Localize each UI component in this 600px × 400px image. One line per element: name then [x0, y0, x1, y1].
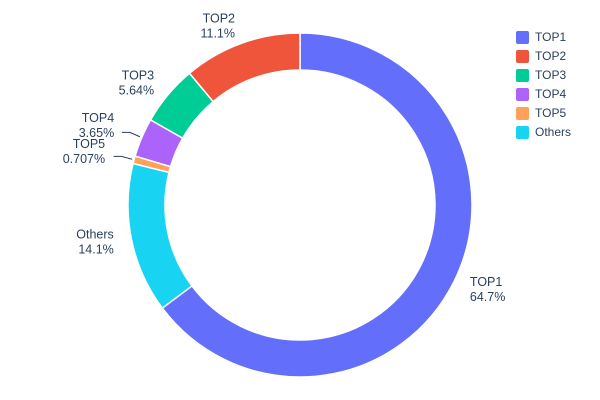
legend-label: Others [535, 125, 572, 139]
legend-item-others[interactable]: Others [516, 123, 571, 142]
label-leader-line [113, 155, 133, 160]
pie-slice-top2[interactable] [188, 32, 301, 103]
legend-label: TOP5 [535, 106, 567, 120]
legend: TOP1 TOP2 TOP3 TOP4 TOP5 Others [516, 28, 571, 142]
slice-label-top2: TOP2 11.1% [200, 11, 235, 40]
legend-item-top3[interactable]: TOP3 [516, 66, 571, 85]
legend-marker-top2 [516, 50, 529, 63]
legend-label: TOP4 [535, 87, 567, 101]
pie-slice-others[interactable] [127, 162, 194, 310]
legend-item-top5[interactable]: TOP5 [516, 104, 571, 123]
pie-slice-top1[interactable] [161, 32, 473, 378]
legend-item-top2[interactable]: TOP2 [516, 47, 571, 66]
legend-label: TOP3 [535, 68, 567, 82]
slice-label-others: Others 14.1% [76, 228, 114, 257]
slice-label-top4: TOP4 3.65% [79, 111, 115, 140]
slice-label-top1: TOP1 64.7% [470, 275, 505, 304]
legend-marker-top1 [516, 31, 529, 44]
legend-item-top4[interactable]: TOP4 [516, 85, 571, 104]
legend-item-top1[interactable]: TOP1 [516, 28, 571, 47]
label-leader-line [121, 131, 141, 138]
legend-label: TOP1 [535, 30, 567, 44]
legend-marker-others [516, 126, 529, 139]
legend-marker-top4 [516, 88, 529, 101]
legend-marker-top5 [516, 107, 529, 120]
slice-label-top5: TOP5 0.707% [63, 137, 105, 166]
legend-marker-top3 [516, 69, 529, 82]
slice-label-top3: TOP3 5.64% [119, 68, 155, 97]
legend-label: TOP2 [535, 49, 567, 63]
